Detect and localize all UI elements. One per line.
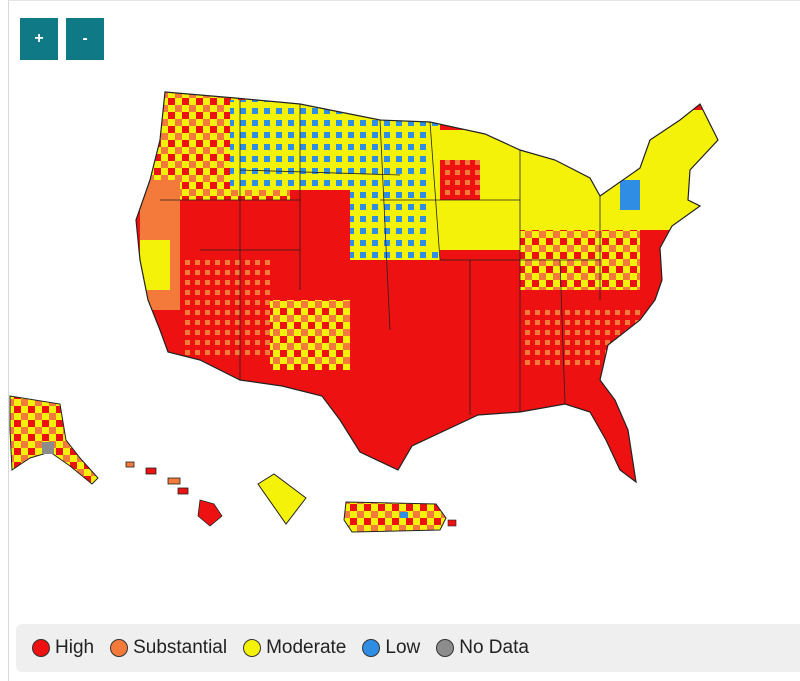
alaska[interactable]: [9, 395, 99, 485]
moderate-swatch-icon: [243, 639, 262, 657]
state-borders: [160, 100, 601, 415]
legend-label: High: [55, 637, 95, 658]
legend-item-low: Low: [362, 637, 420, 659]
legend-item-no-data: No Data: [436, 637, 529, 659]
zoom-in-button[interactable]: +: [20, 18, 58, 60]
substantial-swatch-icon: [110, 639, 129, 657]
puerto-rico[interactable]: [343, 501, 457, 533]
low-swatch-icon: [362, 639, 381, 657]
legend-item-moderate: Moderate: [243, 637, 346, 659]
no-data-swatch-icon: [436, 639, 455, 657]
legend-label: Low: [385, 637, 421, 658]
map-legend: High Substantial Moderate Low No Data: [16, 624, 800, 672]
legend-label: Moderate: [266, 637, 347, 658]
legend-label: No Data: [459, 637, 529, 658]
legend-item-substantial: Substantial: [110, 637, 227, 659]
map-panel: [8, 0, 800, 681]
us-community-level-map[interactable]: [0, 0, 800, 620]
guam[interactable]: [257, 473, 307, 525]
us-outline: [135, 91, 719, 484]
zoom-out-button[interactable]: -: [66, 18, 104, 60]
legend-item-high: High: [32, 637, 94, 659]
legend-label: Substantial: [133, 637, 228, 658]
high-swatch-icon: [32, 639, 50, 657]
hawaii[interactable]: [125, 461, 223, 527]
contiguous-us[interactable]: [130, 85, 730, 495]
